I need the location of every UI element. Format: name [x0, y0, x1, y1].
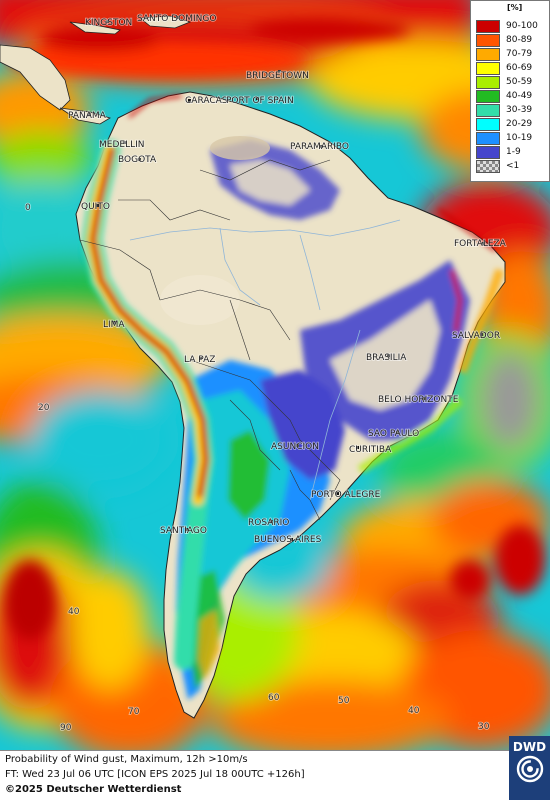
city-paramaribo: PARAMARIBO — [290, 142, 349, 152]
legend-swatch — [476, 146, 500, 159]
grid-label-lon-50: 50 — [338, 696, 350, 706]
country-borders — [79, 159, 341, 521]
legend-swatch — [476, 160, 500, 173]
city-porto-alegre: PORTO ALEGRE — [311, 490, 381, 500]
grid-label-lat-40: 40 — [68, 607, 80, 617]
legend-swatch — [476, 90, 500, 103]
grid-label-lon-70: 70 — [128, 707, 140, 717]
city-bridgetown: BRIDGETOWN — [246, 71, 309, 81]
city-fortaleza: FORTALEZA — [454, 239, 507, 249]
grid-label-lon-40: 40 — [408, 706, 420, 716]
legend-swatch — [476, 48, 500, 61]
city-belo-horizonte: BELO HORIZONTE — [378, 395, 459, 405]
city-rosario: ROSARIO — [248, 518, 289, 528]
city-curitiba: CURITIBA — [349, 445, 392, 455]
city-markers — [88, 16, 485, 541]
grid-label-lat-0: 0 — [25, 203, 31, 213]
grid-label-lon-60: 60 — [268, 693, 280, 703]
legend-row: 10-19 — [476, 132, 548, 145]
city-medellin: MEDELLIN — [99, 140, 144, 150]
legend-label: 50-59 — [506, 77, 533, 87]
grid-label-lon-90: 90 — [60, 723, 72, 733]
legend-row: 90-100 — [476, 20, 548, 33]
legend-swatch — [476, 34, 500, 47]
legend-label: <1 — [506, 161, 520, 171]
legend-label: 70-79 — [506, 49, 533, 59]
legend-swatch — [476, 62, 500, 75]
city-santiago: SANTIAGO — [160, 526, 207, 536]
legend-row: <1 — [476, 160, 548, 173]
city-sao-paulo: SAO PAULO — [368, 429, 419, 439]
city-port-of-spain: PORT OF SPAIN — [226, 96, 294, 106]
legend-label: 90-100 — [506, 21, 538, 31]
copyright: ©2025 Deutscher Wetterdienst — [5, 784, 182, 795]
legend: [%] 90-100 80-89 70-79 60-69 50-59 40-49… — [470, 0, 550, 182]
city-la-paz: LA PAZ — [184, 355, 215, 365]
product-title: Probability of Wind gust, Maximum, 12h >… — [5, 754, 248, 765]
legend-row: 80-89 — [476, 34, 548, 47]
dwd-logo-text: DWD — [512, 740, 547, 754]
city-bogota: BOGOTA — [118, 155, 157, 165]
legend-row: 20-29 — [476, 118, 548, 131]
legend-row: 50-59 — [476, 76, 548, 89]
footer: Probability of Wind gust, Maximum, 12h >… — [0, 750, 550, 800]
legend-label: 60-69 — [506, 63, 533, 73]
legend-unit: [%] — [507, 3, 523, 12]
legend-row: 30-39 — [476, 104, 548, 117]
dwd-logo: DWD — [509, 736, 550, 800]
legend-swatch — [476, 20, 500, 33]
legend-swatch — [476, 104, 500, 117]
spiral-icon — [516, 755, 543, 783]
grid-label-lat-20: 20 — [38, 403, 50, 413]
city-salvador: SALVADOR — [452, 331, 500, 341]
probability-map: 0 20 40 90 70 60 50 40 30 — [0, 0, 550, 750]
legend-row: 60-69 — [476, 62, 548, 75]
city-lima: LIMA — [103, 320, 125, 330]
grid-label-lon-30: 30 — [478, 722, 490, 732]
rivers — [129, 219, 401, 501]
legend-label: 1-9 — [506, 147, 521, 157]
forecast-time: FT: Wed 23 Jul 06 UTC [ICON EPS 2025 Jul… — [5, 769, 305, 780]
legend-label: 80-89 — [506, 35, 533, 45]
city-labels: KINGSTON SANTO DOMINGO BRIDGETOWN CARACA… — [67, 13, 507, 546]
legend-row: 70-79 — [476, 48, 548, 61]
legend-swatch — [476, 132, 500, 145]
legend-label: 30-39 — [506, 105, 533, 115]
legend-label: 10-19 — [506, 133, 533, 143]
grid-labels: 0 20 40 90 70 60 50 40 30 — [24, 202, 490, 734]
legend-row: 40-49 — [476, 90, 548, 103]
city-santo-domingo: SANTO DOMINGO — [137, 14, 216, 24]
city-brasilia: BRASILIA — [366, 353, 407, 363]
land-probability-field — [81, 94, 505, 700]
city-quito: QUITO — [81, 202, 110, 212]
city-kingston: KINGSTON — [85, 18, 132, 28]
legend-row: 1-9 — [476, 146, 548, 159]
city-panama: PANAMA — [68, 111, 107, 121]
legend-label: 40-49 — [506, 91, 533, 101]
city-caracas: CARACAS — [185, 96, 228, 106]
legend-swatch — [476, 76, 500, 89]
city-buenos-aires: BUENOS AIRES — [254, 535, 322, 545]
legend-swatch — [476, 118, 500, 131]
legend-label: 20-29 — [506, 119, 533, 129]
city-asuncion: ASUNCION — [271, 442, 319, 452]
